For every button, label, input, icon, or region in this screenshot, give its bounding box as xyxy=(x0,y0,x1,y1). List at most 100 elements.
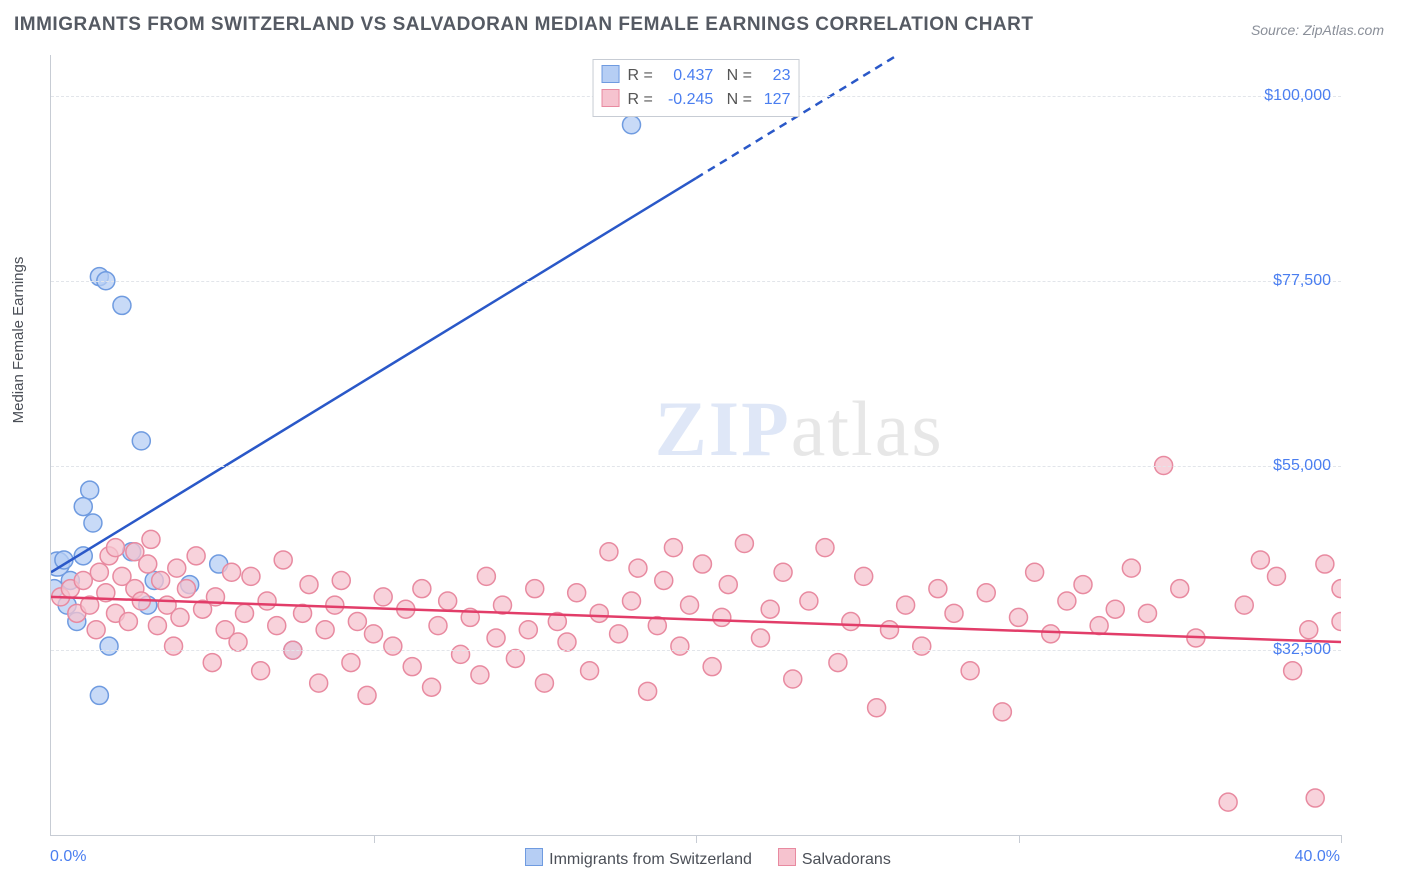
legend-swatch-icon xyxy=(602,89,620,107)
data-point xyxy=(713,608,731,626)
data-point xyxy=(348,613,366,631)
data-point xyxy=(1139,604,1157,622)
data-point xyxy=(84,514,102,532)
data-point xyxy=(187,547,205,565)
stat-r-label: R = xyxy=(628,91,658,108)
data-point xyxy=(258,592,276,610)
data-point xyxy=(342,654,360,672)
data-point xyxy=(610,625,628,643)
legend-swatch-icon xyxy=(602,65,620,83)
data-point xyxy=(671,637,689,655)
data-point xyxy=(374,588,392,606)
data-point xyxy=(868,699,886,717)
data-point xyxy=(693,555,711,573)
data-point xyxy=(119,613,137,631)
legend-label: Salvadorans xyxy=(802,851,891,868)
data-point xyxy=(223,563,241,581)
data-point xyxy=(152,571,170,589)
data-point xyxy=(993,703,1011,721)
data-point xyxy=(1026,563,1044,581)
data-point xyxy=(274,551,292,569)
y-tick-label: $32,500 xyxy=(1273,641,1331,659)
data-point xyxy=(100,637,118,655)
data-point xyxy=(681,596,699,614)
data-point xyxy=(310,674,328,692)
data-point xyxy=(87,621,105,639)
stat-row: R = -0.245 N = 127 xyxy=(602,88,791,112)
data-point xyxy=(977,584,995,602)
x-tick xyxy=(1341,835,1342,843)
data-point xyxy=(90,686,108,704)
data-point xyxy=(506,649,524,667)
data-point xyxy=(664,539,682,557)
stat-row: R = 0.437 N = 23 xyxy=(602,64,791,88)
data-point xyxy=(142,530,160,548)
data-point xyxy=(423,678,441,696)
data-point xyxy=(268,617,286,635)
data-point xyxy=(1171,580,1189,598)
data-point xyxy=(1042,625,1060,643)
data-point xyxy=(74,571,92,589)
data-point xyxy=(855,567,873,585)
data-point xyxy=(1219,793,1237,811)
stat-r-value: 0.437 xyxy=(657,64,713,88)
data-point xyxy=(590,604,608,622)
data-point xyxy=(568,584,586,602)
data-point xyxy=(113,296,131,314)
data-point xyxy=(961,662,979,680)
data-point xyxy=(913,637,931,655)
data-point xyxy=(403,658,421,676)
data-point xyxy=(487,629,505,647)
data-point xyxy=(1332,613,1341,631)
data-point xyxy=(132,432,150,450)
data-point xyxy=(752,629,770,647)
data-point xyxy=(477,567,495,585)
data-point xyxy=(300,576,318,594)
data-point xyxy=(177,580,195,598)
data-point xyxy=(452,645,470,663)
data-point xyxy=(816,539,834,557)
data-point xyxy=(1300,621,1318,639)
data-point xyxy=(623,592,641,610)
data-point xyxy=(1058,592,1076,610)
legend-label: Immigrants from Switzerland xyxy=(549,851,752,868)
data-point xyxy=(1106,600,1124,618)
data-point xyxy=(1284,662,1302,680)
stat-n-value: 23 xyxy=(756,64,790,88)
x-axis-max-label: 40.0% xyxy=(1295,848,1340,866)
x-tick xyxy=(696,835,697,843)
data-point xyxy=(413,580,431,598)
data-point xyxy=(90,563,108,581)
data-point xyxy=(1268,567,1286,585)
stat-r-label: R = xyxy=(628,67,658,84)
x-tick xyxy=(374,835,375,843)
data-point xyxy=(148,617,166,635)
data-point xyxy=(326,596,344,614)
data-point xyxy=(1010,608,1028,626)
data-point xyxy=(81,481,99,499)
data-point xyxy=(1090,617,1108,635)
data-point xyxy=(171,608,189,626)
data-point xyxy=(165,637,183,655)
data-point xyxy=(471,666,489,684)
data-point xyxy=(139,555,157,573)
data-point xyxy=(168,559,186,577)
data-point xyxy=(535,674,553,692)
plot-area: ZIPatlas R = 0.437 N = 23R = -0.245 N = … xyxy=(50,55,1341,836)
legend-swatch-icon xyxy=(525,848,543,866)
data-point xyxy=(945,604,963,622)
chart-svg xyxy=(51,55,1341,835)
data-point xyxy=(558,633,576,651)
data-point xyxy=(1316,555,1334,573)
y-tick-label: $100,000 xyxy=(1264,87,1331,105)
data-point xyxy=(929,580,947,598)
data-point xyxy=(1122,559,1140,577)
data-point xyxy=(784,670,802,688)
data-point xyxy=(365,625,383,643)
source-label: Source: ZipAtlas.com xyxy=(1251,22,1384,38)
data-point xyxy=(526,580,544,598)
data-point xyxy=(229,633,247,651)
data-point xyxy=(74,498,92,516)
data-point xyxy=(623,116,641,134)
y-tick-label: $55,000 xyxy=(1273,457,1331,475)
